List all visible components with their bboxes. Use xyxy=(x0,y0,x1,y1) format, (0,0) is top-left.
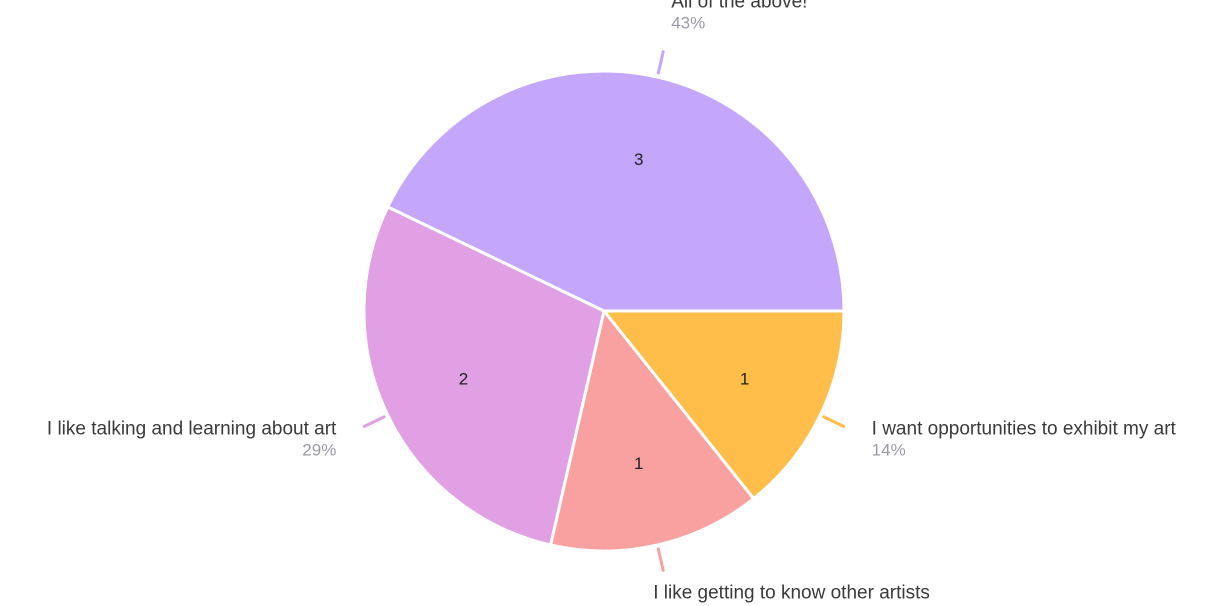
leader-line xyxy=(656,50,665,75)
leader-lines-layer xyxy=(362,50,846,572)
category-label: I like talking and learning about art xyxy=(47,418,337,439)
percent-label: 29% xyxy=(302,440,336,459)
percent-label: 14% xyxy=(653,604,687,606)
pie-slice xyxy=(386,69,846,313)
slice-value-label: 1 xyxy=(740,370,749,389)
slice-value-label: 2 xyxy=(459,370,468,389)
pie-slice xyxy=(602,309,846,501)
category-label: I like getting to know other artists xyxy=(653,582,930,603)
slice-value-label: 1 xyxy=(634,454,643,473)
category-label: I want opportunities to exhibit my art xyxy=(872,418,1177,439)
leader-line xyxy=(362,415,386,428)
pie-slice xyxy=(549,309,756,553)
percent-label: 14% xyxy=(872,440,906,459)
leader-line xyxy=(822,415,846,428)
slices-layer xyxy=(362,69,846,553)
percent-label: 43% xyxy=(671,14,705,33)
pie-slice xyxy=(362,205,606,547)
slice-value-label: 3 xyxy=(634,150,643,169)
labels-layer: 1I want opportunities to exhibit my art1… xyxy=(47,0,1177,606)
category-label: All of the above! xyxy=(671,0,807,13)
leader-line xyxy=(656,547,665,572)
